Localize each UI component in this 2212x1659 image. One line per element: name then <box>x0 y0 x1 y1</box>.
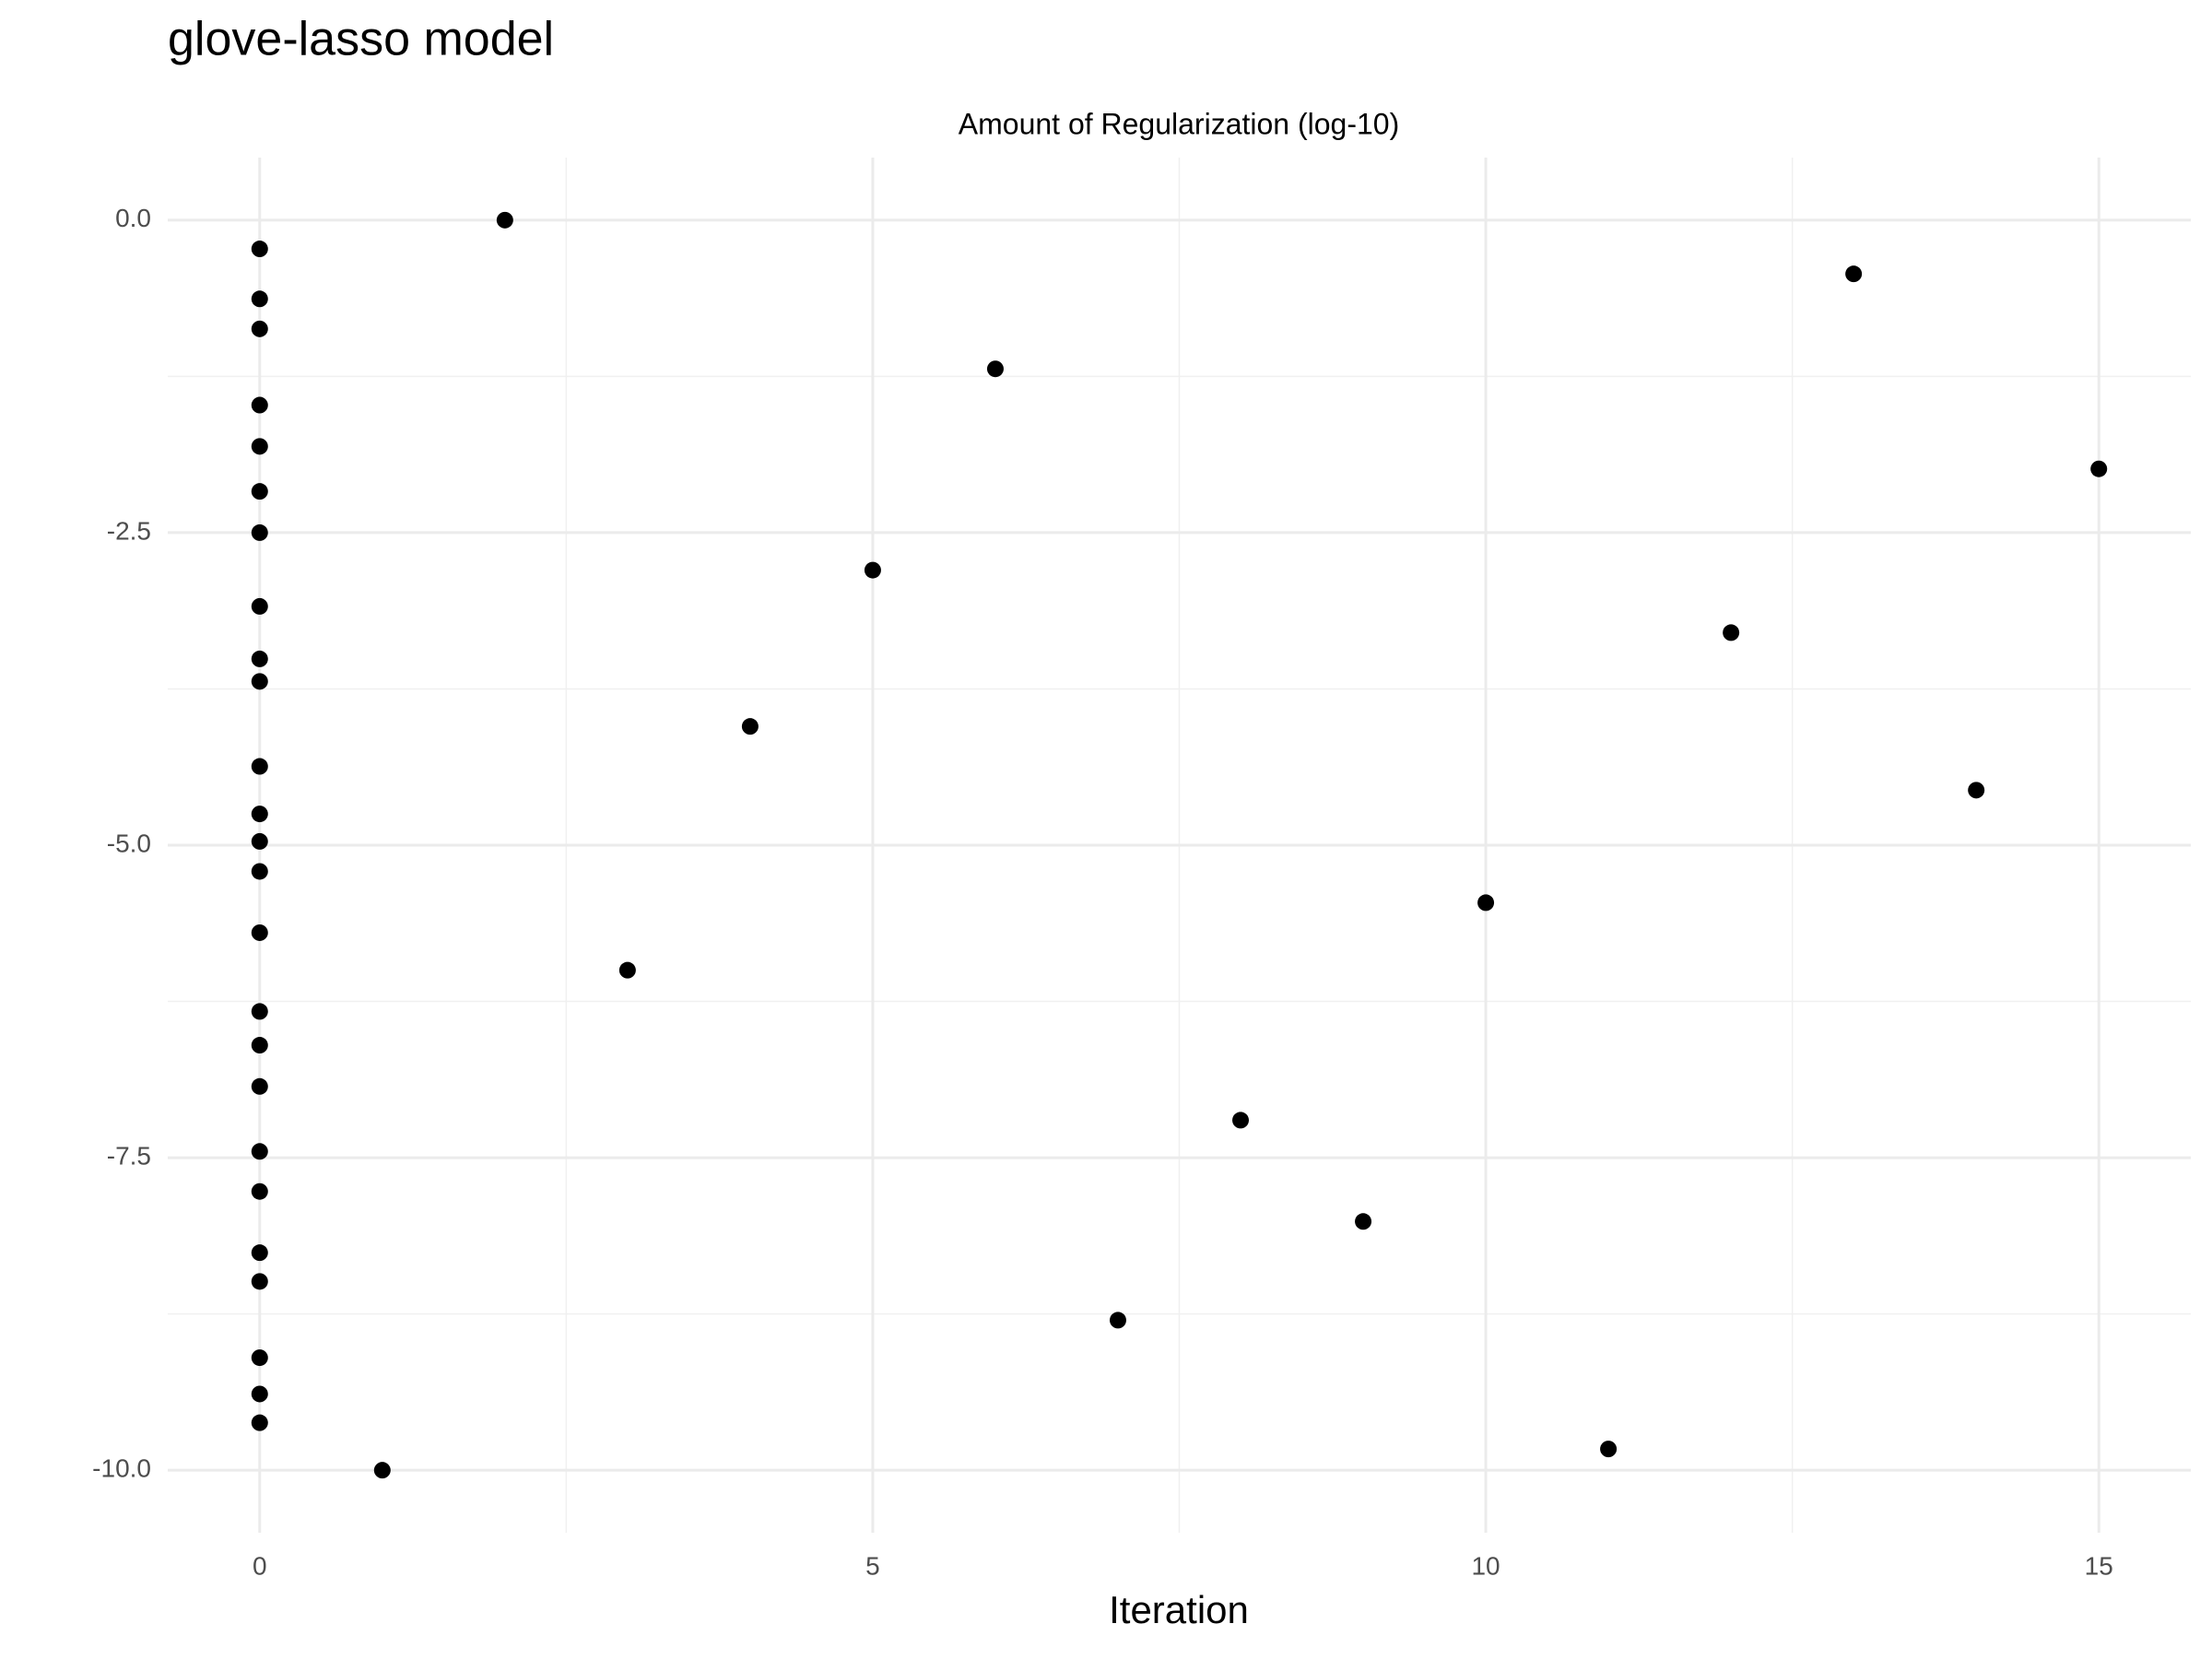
point <box>1477 894 1495 912</box>
point <box>1600 1441 1618 1458</box>
point <box>251 863 268 880</box>
y-tick-label: 0.0 <box>115 204 151 232</box>
point <box>251 1349 268 1367</box>
point <box>251 320 268 337</box>
point <box>864 561 881 579</box>
x-tick-label: 15 <box>2085 1551 2113 1580</box>
y-tick-label: -7.5 <box>107 1141 151 1170</box>
grid: 0 5 10 15 0.0 -2.5 -5.0 -7.5 -10.0 <box>92 158 2191 1580</box>
y-tick-label: -10.0 <box>92 1454 151 1483</box>
point <box>1723 624 1740 641</box>
point <box>251 438 268 455</box>
point <box>986 360 1004 378</box>
point <box>1232 1112 1250 1129</box>
point <box>373 1462 391 1479</box>
x-tick-label: 5 <box>865 1551 880 1580</box>
point <box>251 924 268 941</box>
point <box>251 241 268 258</box>
x-axis-label: Iteration <box>1109 1588 1249 1631</box>
point <box>251 290 268 308</box>
point <box>251 758 268 775</box>
point <box>1355 1213 1372 1230</box>
point <box>251 673 268 690</box>
point <box>251 1414 268 1431</box>
point <box>251 1273 268 1290</box>
chart-subtitle: Amount of Regularization (log-10) <box>959 107 1399 140</box>
point <box>251 650 268 667</box>
point <box>251 1244 268 1262</box>
x-tick-label: 10 <box>1471 1551 1500 1580</box>
point <box>251 1003 268 1020</box>
point <box>251 1037 268 1054</box>
x-tick-label: 0 <box>253 1551 267 1580</box>
point <box>251 396 268 414</box>
point <box>251 597 268 615</box>
point <box>618 961 636 979</box>
point <box>251 483 268 500</box>
point <box>1845 265 1863 283</box>
chart-title: glove-lasso model <box>168 13 554 66</box>
point <box>1109 1312 1126 1329</box>
point <box>251 832 268 850</box>
point <box>251 1182 268 1200</box>
point <box>251 1385 268 1403</box>
point <box>2090 460 2108 477</box>
point <box>496 211 513 229</box>
point <box>741 718 759 735</box>
point <box>251 1143 268 1160</box>
point <box>251 806 268 823</box>
point <box>251 524 268 541</box>
point <box>251 1077 268 1095</box>
y-tick-label: -2.5 <box>107 516 151 545</box>
point <box>1968 782 1985 799</box>
y-tick-label: -5.0 <box>107 829 151 857</box>
marks <box>251 211 2108 1479</box>
